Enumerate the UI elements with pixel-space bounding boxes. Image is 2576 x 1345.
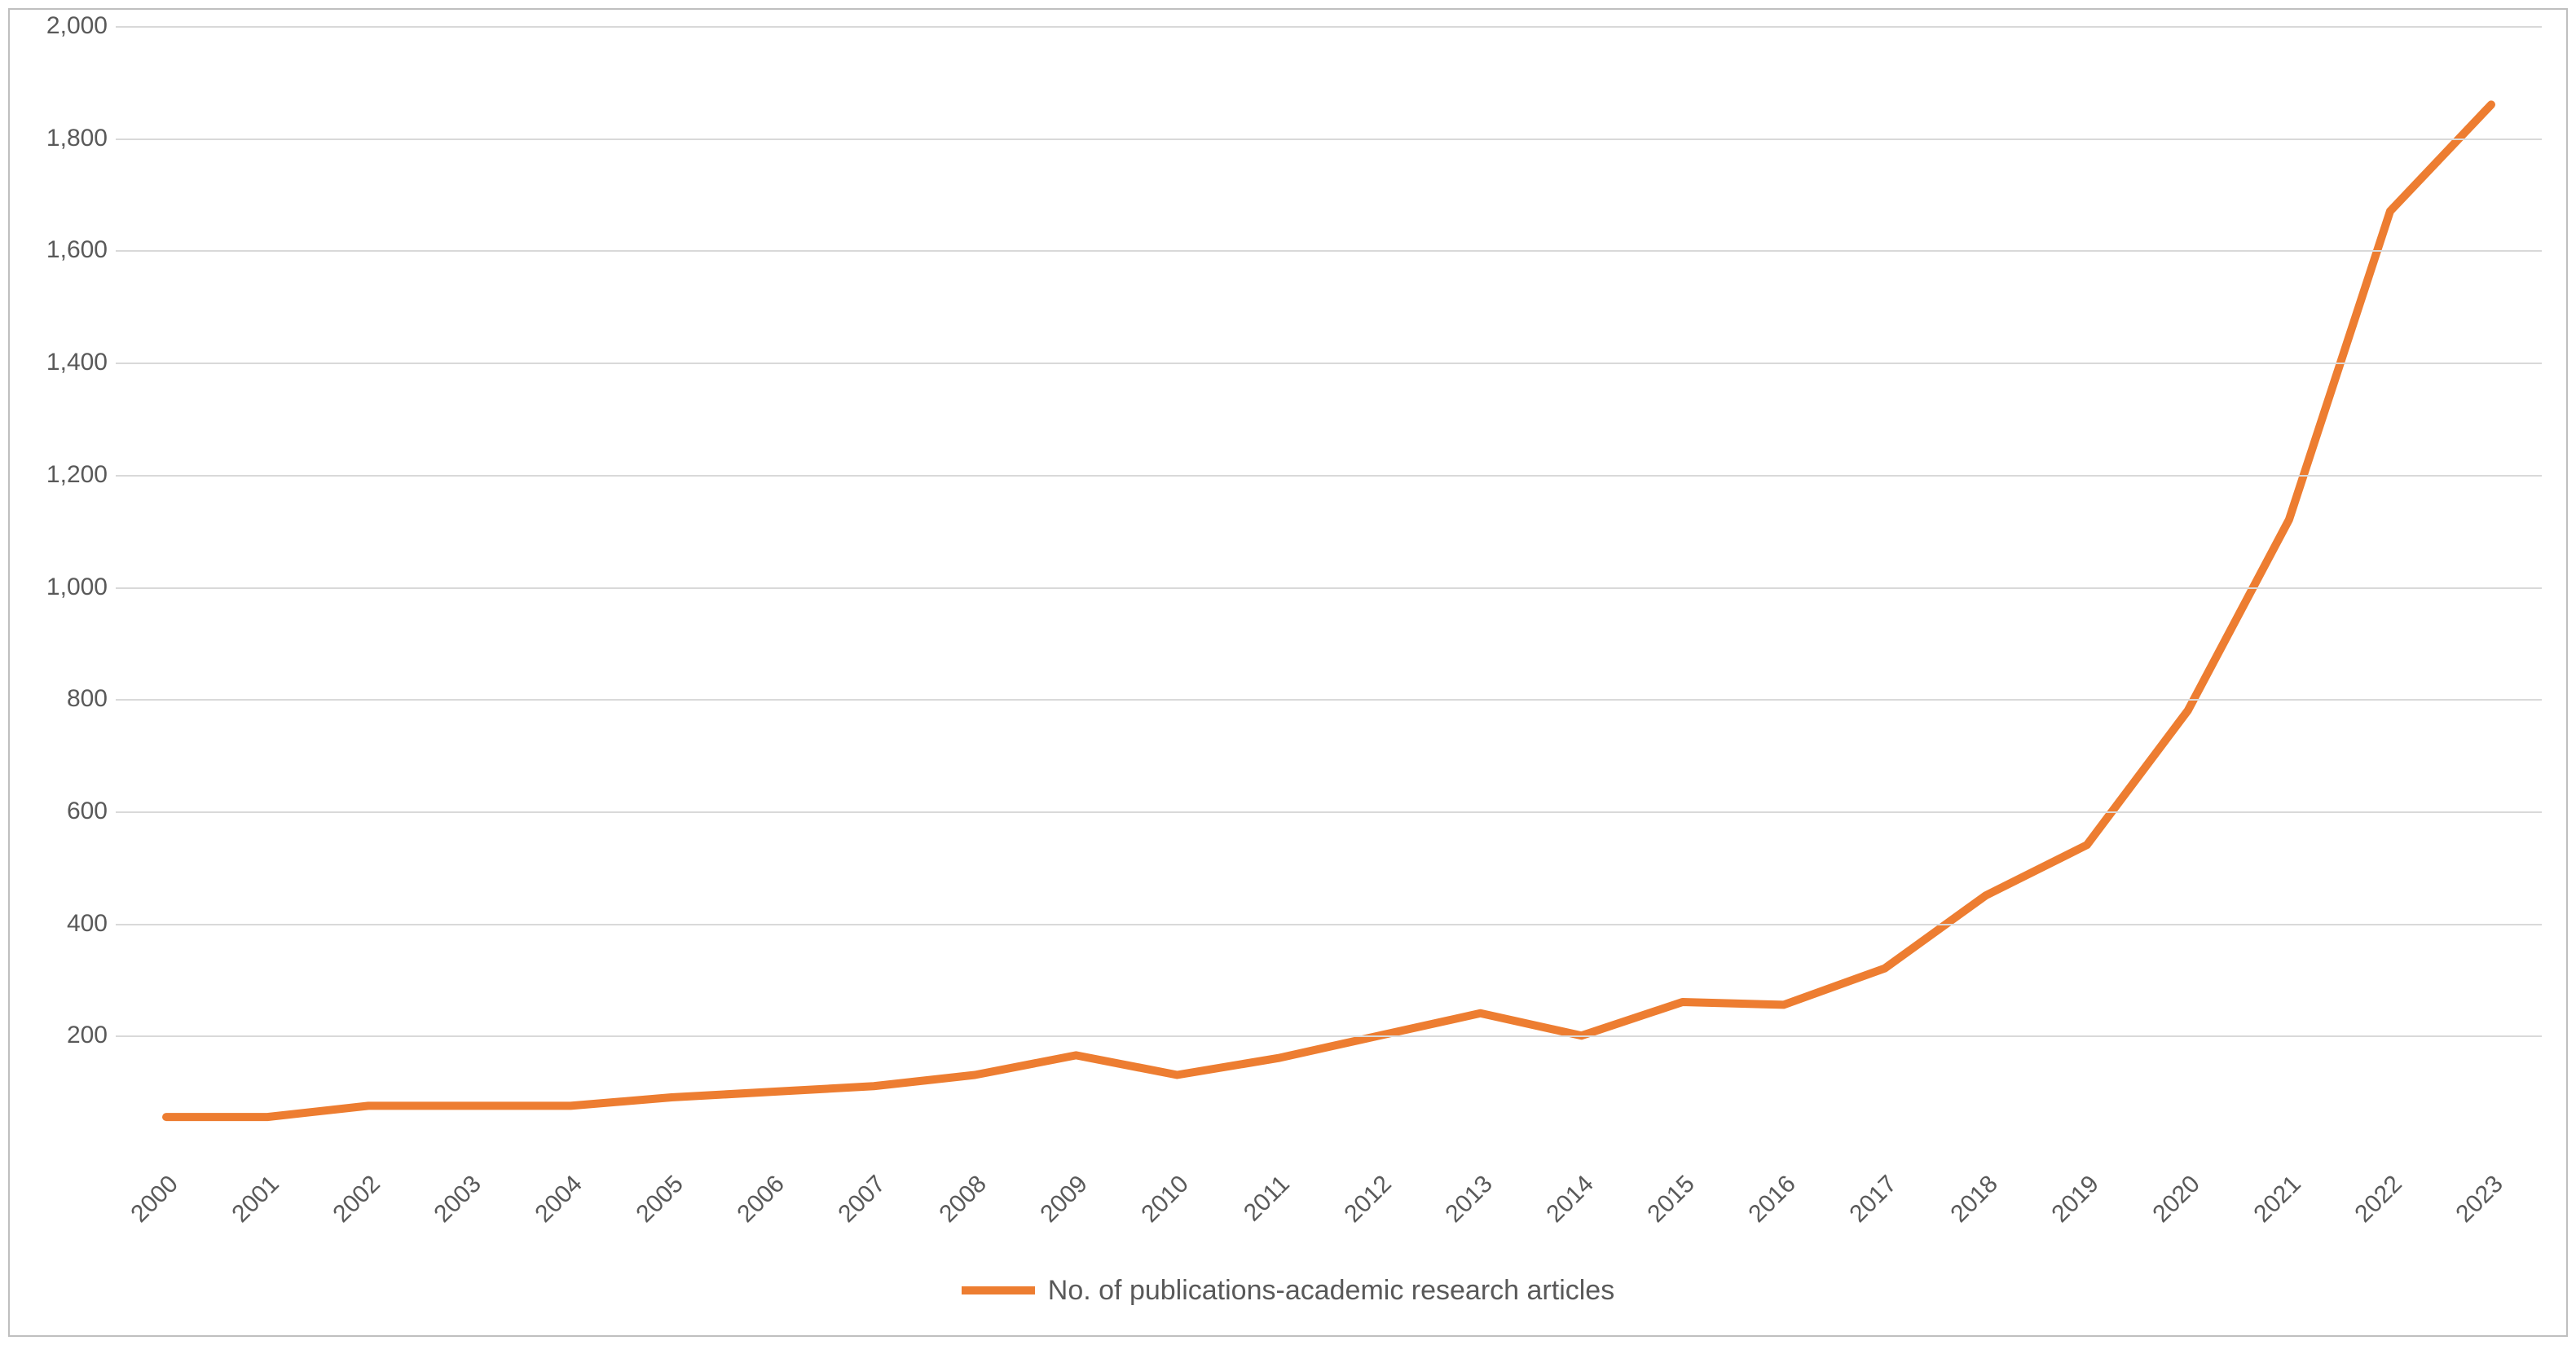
data-line [166, 104, 2491, 1117]
x-tick-label: 2004 [531, 1171, 588, 1229]
x-tick-label: 2023 [2451, 1171, 2508, 1229]
y-tick-label: 1,000 [46, 574, 108, 601]
x-axis-spacer [10, 1148, 116, 1246]
legend-label: No. of publications-academic research ar… [1048, 1275, 1614, 1307]
y-tick-label: 2,000 [46, 12, 108, 40]
gridline [116, 924, 2542, 925]
gridline [116, 26, 2542, 28]
x-tick-label: 2010 [1137, 1171, 1195, 1229]
y-tick-label: 400 [67, 910, 108, 938]
y-tick-label: - [99, 1134, 108, 1148]
x-tick-label: 2014 [1541, 1171, 1599, 1229]
x-tick-label: 2002 [328, 1171, 385, 1229]
y-tick-label: 800 [67, 685, 108, 713]
x-tick-label: 2005 [632, 1171, 689, 1229]
x-tick-label: 2020 [2147, 1171, 2205, 1229]
x-tick-label: 2012 [1339, 1171, 1397, 1229]
gridline [116, 587, 2542, 589]
y-tick-label: 1,400 [46, 349, 108, 376]
x-tick-label: 2013 [1440, 1171, 1498, 1229]
x-tick-label: 2019 [2046, 1171, 2104, 1229]
legend-swatch [962, 1286, 1035, 1294]
legend: No. of publications-academic research ar… [962, 1275, 1614, 1307]
gridline [116, 363, 2542, 364]
x-tick-label: 2001 [227, 1171, 284, 1229]
x-tick-label: 2003 [429, 1171, 487, 1229]
y-axis: -2004006008001,0001,2001,4001,6001,8002,… [10, 26, 116, 1148]
x-tick-label: 2006 [733, 1171, 790, 1229]
x-tick-label: 2011 [1239, 1171, 1296, 1228]
y-tick-label: 600 [67, 798, 108, 825]
plot-area [116, 26, 2542, 1148]
x-tick-label: 2015 [1642, 1171, 1700, 1229]
x-axis-row: 2000 2001 2002 2003 2004 2005 2006 2007 2008 2009… [10, 1148, 2566, 1246]
x-tick-label: 2009 [1036, 1171, 1094, 1229]
y-tick-label: 1,600 [46, 236, 108, 264]
x-axis: 2000 2001 2002 2003 2004 2005 2006 2007 2008 2009… [116, 1148, 2542, 1246]
x-tick-label: 2018 [1945, 1171, 2003, 1229]
x-tick-label: 2007 [834, 1171, 892, 1229]
gridline [116, 699, 2542, 701]
gridline [116, 138, 2542, 140]
x-tick-label: 2016 [1743, 1171, 1801, 1229]
x-tick-label: 2022 [2349, 1171, 2407, 1229]
x-tick-label: 2008 [935, 1171, 993, 1229]
x-tick-label: 2000 [125, 1171, 183, 1229]
chart-card: - 200 400 600 800 1,000 1,200 1,400 1,600 1,800 2,… [8, 8, 2568, 1337]
gridline [116, 475, 2542, 477]
gridline [116, 811, 2542, 813]
legend-row: No. of publications-academic research ar… [10, 1246, 2566, 1335]
gridline [116, 250, 2542, 252]
y-tick-label: 200 [67, 1022, 108, 1049]
x-tick-label: 2021 [2248, 1171, 2306, 1229]
gridline [116, 1035, 2542, 1037]
plot-row: - 200 400 600 800 1,000 1,200 1,400 1,600 1,800 2,… [10, 10, 2566, 1148]
chart-wrap: - 200 400 600 800 1,000 1,200 1,400 1,600 1,800 2,… [0, 0, 2576, 1345]
y-tick-label: 1,800 [46, 125, 108, 152]
x-tick-label: 2017 [1844, 1171, 1902, 1229]
y-tick-label: 1,200 [46, 461, 108, 489]
